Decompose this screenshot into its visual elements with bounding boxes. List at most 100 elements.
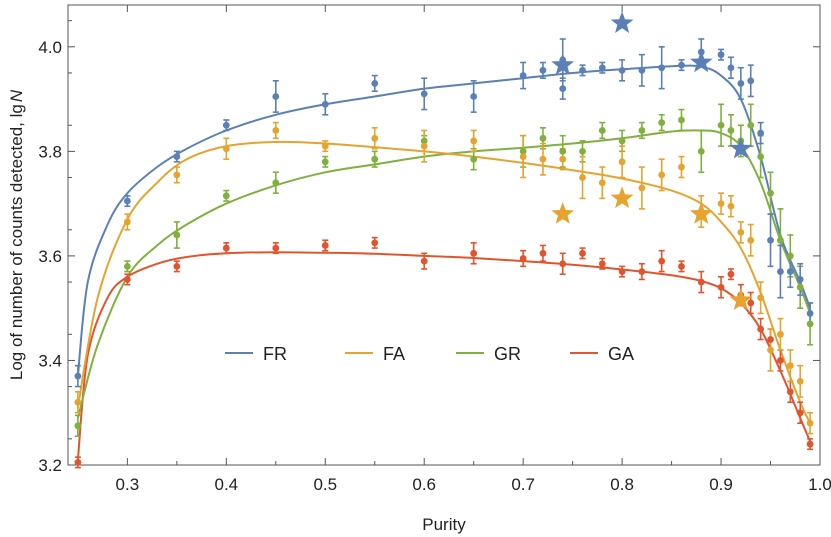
data-point-fr (767, 236, 774, 244)
data-point-fr (123, 197, 131, 205)
data-point-gr (173, 231, 181, 239)
y-tick-label: 4.0 (38, 38, 62, 57)
data-point-fa (806, 419, 814, 427)
data-point-gr (697, 147, 705, 155)
data-point-fa (579, 174, 586, 181)
x-tick-label: 0.7 (511, 475, 535, 494)
fit-line-gr (76, 129, 812, 419)
data-point-fr (173, 153, 181, 160)
data-point-fa (272, 127, 280, 134)
data-point-gr (727, 127, 735, 134)
data-point-fr (272, 93, 280, 100)
data-point-fr (658, 64, 666, 72)
data-point-ga (697, 278, 705, 286)
x-tick-label: 0.5 (313, 475, 337, 494)
data-point-gr (717, 121, 725, 129)
data-point-fr (747, 77, 755, 85)
data-point-fa (173, 171, 181, 179)
data-point-fa (519, 153, 527, 160)
star-marker-fa (729, 288, 753, 310)
data-point-fa (371, 134, 379, 142)
fit-line-fr (76, 64, 812, 377)
data-point-ga (786, 388, 794, 396)
data-point-gr (579, 147, 586, 155)
data-point-ga (777, 357, 784, 364)
data-point-fr (618, 66, 626, 74)
data-point-fa (618, 158, 626, 166)
error-bars (74, 38, 814, 469)
data-point-fa (539, 155, 547, 163)
data-point-ga (420, 257, 428, 265)
data-point-gr (806, 320, 814, 328)
data-point-fr (470, 93, 478, 100)
data-point-ga (806, 440, 814, 448)
data-point-fa (470, 137, 478, 145)
data-point-gr (757, 153, 765, 160)
y-tick-label: 3.8 (38, 142, 62, 161)
data-point-fr (579, 66, 586, 74)
data-point-gr (123, 262, 131, 270)
star-markers (551, 11, 753, 310)
y-tick-label: 3.6 (38, 247, 62, 266)
data-point-fr (717, 51, 725, 59)
data-point-fa (727, 202, 735, 210)
y-axis-label-var: N (7, 89, 26, 102)
data-point-gr (777, 236, 784, 244)
data-point-gr (598, 127, 606, 134)
data-point-gr (420, 137, 428, 145)
data-point-fa (598, 179, 606, 187)
data-point-ga (796, 409, 804, 417)
data-point-gr (658, 119, 666, 127)
data-point-ga (321, 242, 329, 249)
star-marker-fa (551, 202, 575, 224)
data-point-ga (539, 249, 547, 257)
data-point-fr (598, 64, 606, 72)
data-point-ga (767, 336, 774, 343)
data-point-gr (539, 134, 547, 142)
y-axis-label: Log of number of counts detected, lg N (7, 89, 26, 380)
plot-frame (67, 4, 821, 466)
data-point-ga (123, 276, 131, 283)
data-point-fa (747, 236, 755, 244)
data-point-gr (519, 147, 527, 155)
x-tick-label: 0.9 (709, 475, 733, 494)
fit-line-fa (76, 140, 812, 424)
data-point-ga (727, 270, 735, 278)
data-point-fa (74, 398, 82, 406)
data-point-fr (727, 64, 735, 72)
data-point-fa (737, 228, 745, 236)
data-point-fr (638, 66, 646, 74)
star-marker-fr (610, 11, 634, 34)
data-point-gr (638, 127, 646, 134)
data-point-ga (559, 260, 567, 268)
data-point-fa (123, 218, 131, 226)
data-point-gr (272, 179, 280, 187)
data-point-fr (420, 90, 428, 98)
data-point-gr (470, 155, 478, 163)
data-point-gr (371, 155, 379, 163)
data-point-ga (173, 262, 181, 270)
data-point-gr (321, 158, 329, 166)
data-point-fr (539, 66, 547, 74)
x-tick-label: 0.8 (610, 475, 634, 494)
data-point-ga (757, 325, 765, 333)
data-point-ga (618, 268, 626, 275)
data-point-ga (638, 268, 646, 275)
data-point-ga (579, 249, 586, 257)
data-points (74, 48, 814, 466)
y-tick-label: 3.2 (38, 456, 62, 475)
data-point-fr (559, 85, 567, 93)
data-point-fr (777, 268, 784, 275)
x-tick-label: 1.0 (808, 475, 831, 494)
data-point-ga (658, 257, 666, 265)
data-point-gr (678, 116, 685, 124)
data-point-fr (321, 100, 329, 108)
star-marker-fr (729, 136, 753, 159)
data-point-gr (222, 192, 230, 200)
data-point-fr (806, 310, 814, 317)
data-point-ga (717, 283, 725, 291)
data-point-gr (796, 283, 804, 291)
star-marker-fr (689, 50, 713, 73)
data-point-ga (272, 244, 280, 252)
axes-layer: 0.3 0.4 0.5 0.6 0.7 0.8 0.9 1.0 3.2 3.4 3.6 3.8 4.0 (38, 4, 831, 494)
